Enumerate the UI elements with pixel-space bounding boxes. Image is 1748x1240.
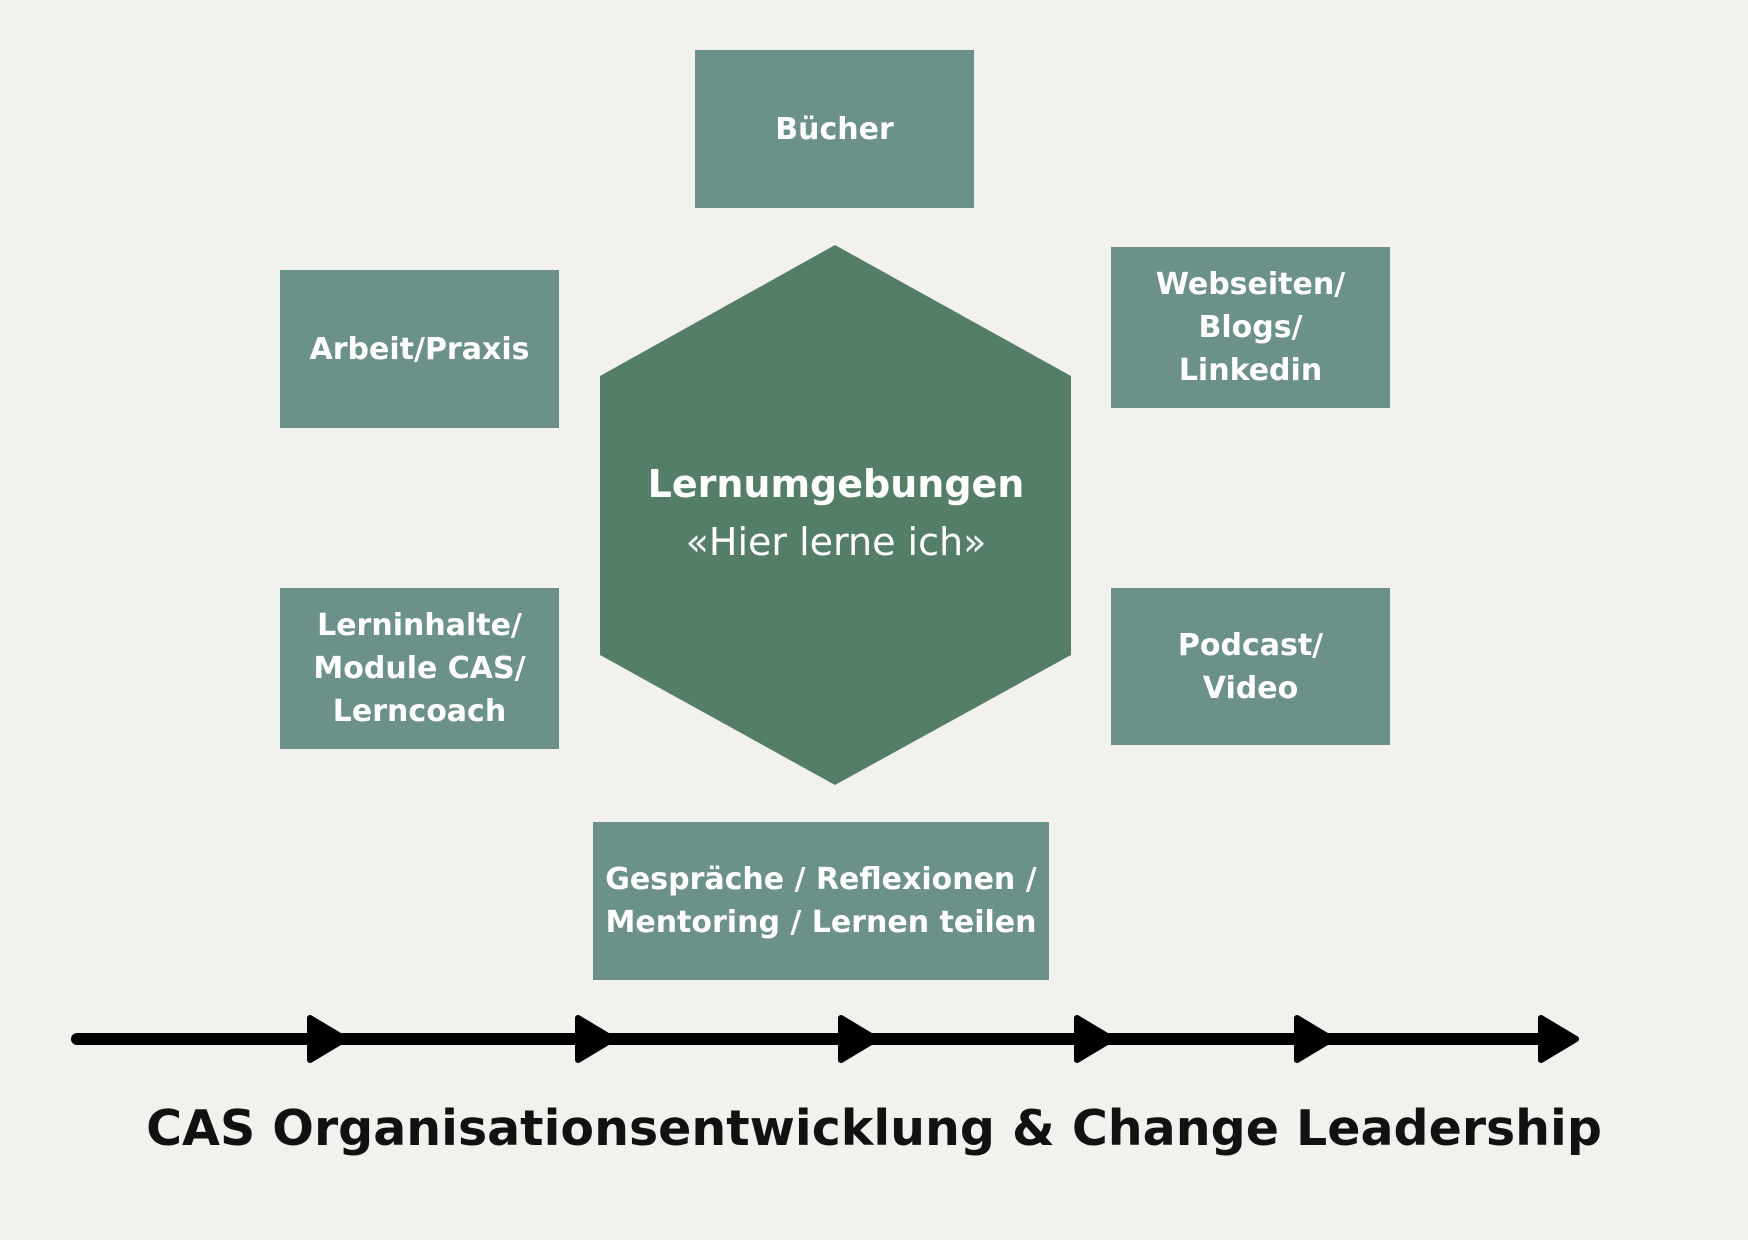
timeline-arrowhead [575,1015,616,1063]
box-webseiten-line: Linkedin [1178,353,1323,388]
box-arbeit-line: Arbeit/Praxis [309,331,530,367]
box-podcast-line: Video [1202,670,1299,706]
box-buecher-line: Bücher [775,111,894,147]
box-buecher: Bücher [695,50,974,208]
box-gespraeche-line: Mentoring / Lernen teilen [605,905,1037,940]
hexagon [600,245,1071,785]
timeline-arrowhead [838,1015,879,1063]
box-webseiten-line: Blogs/ [1198,310,1303,345]
box-webseiten: Webseiten/ Blogs/ Linkedin [1111,247,1390,408]
hexagon-title: Lernumgebungen [647,462,1025,506]
box-podcast-line: Podcast/ [1177,627,1324,663]
box-lerninhalte: Lerninhalte/ Module CAS/ Lerncoach [280,588,559,749]
box-arbeit: Arbeit/Praxis [280,270,559,428]
box-gespraeche: Gespräche / Reflexionen / Mentoring / Le… [593,822,1049,980]
hexagon-subtitle: «Hier lerne ich» [685,520,987,564]
box-podcast: Podcast/ Video [1111,588,1390,745]
hexagon-label: Lernumgebungen «Hier lerne ich» [600,455,1072,571]
footer-title: CAS Organisationsentwicklung & Change Le… [146,1100,1602,1157]
box-lerninhalte-line: Module CAS/ [313,651,526,686]
box-webseiten-line: Webseiten/ [1155,267,1346,302]
box-lerninhalte-line: Lerncoach [332,694,507,729]
timeline-arrowhead [307,1015,348,1063]
box-gespraeche-line: Gespräche / Reflexionen / [605,862,1037,897]
box-lerninhalte-line: Lerninhalte/ [317,608,522,643]
timeline-arrowhead [1538,1015,1579,1063]
timeline-arrowhead [1294,1015,1335,1063]
timeline-arrowhead [1074,1015,1115,1063]
